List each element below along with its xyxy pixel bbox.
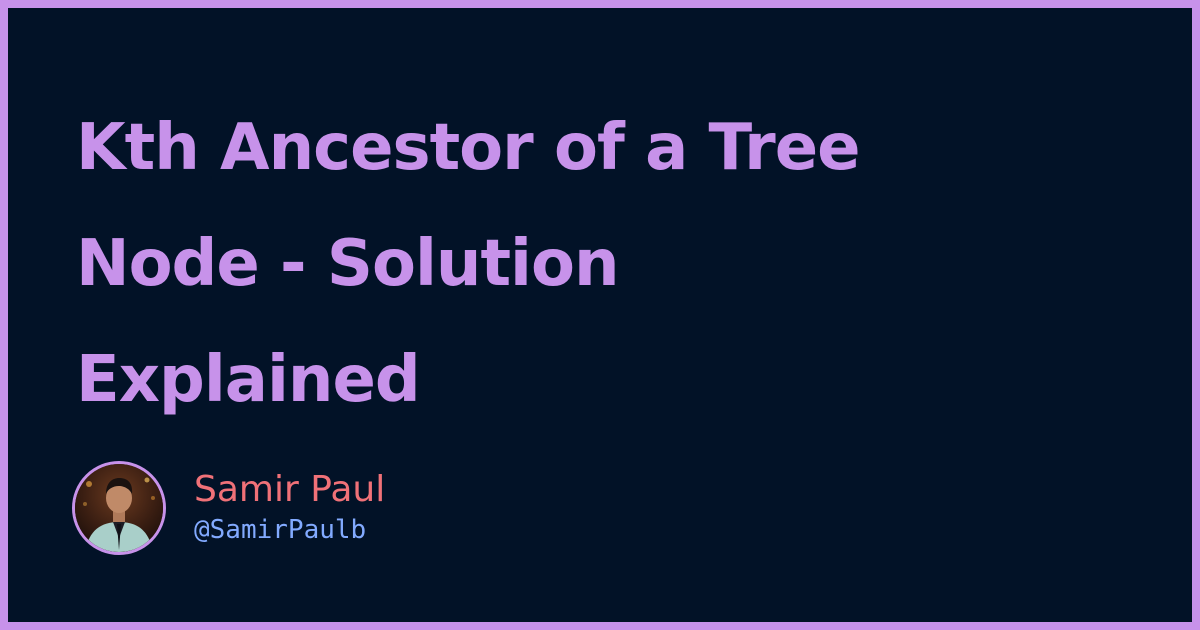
author-text: Samir Paul @SamirPaulb (194, 468, 385, 548)
share-card: Kth Ancestor of a Tree Node - Solution E… (8, 8, 1192, 622)
author-block: Samir Paul @SamirPaulb (72, 458, 385, 558)
author-handle: @SamirPaulb (194, 515, 367, 545)
person-photo-icon (75, 464, 163, 552)
title-line-2: Node - Solution (76, 227, 620, 301)
title-line-3: Explained (76, 343, 421, 417)
page-title: Kth Ancestor of a Tree Node - Solution E… (76, 90, 1116, 438)
author-name: Samir Paul (194, 469, 386, 510)
avatar (72, 461, 166, 555)
title-line-1: Kth Ancestor of a Tree (76, 111, 861, 185)
